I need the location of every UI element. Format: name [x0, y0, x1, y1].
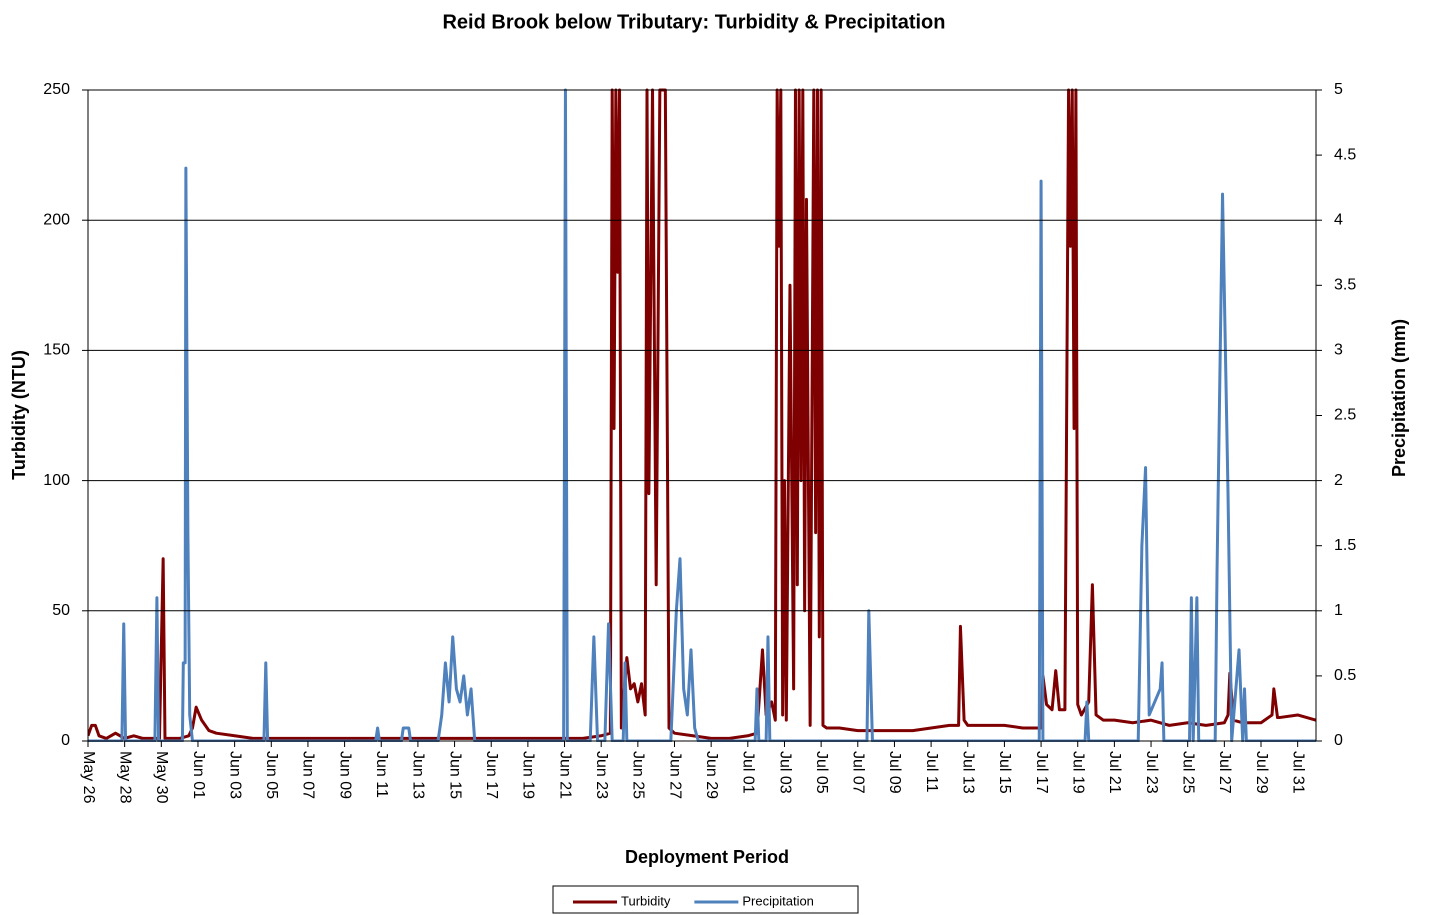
- y2-tick-label: 4.5: [1334, 146, 1356, 163]
- y2-tick-label: 4: [1334, 211, 1343, 228]
- series-line: [88, 88, 1316, 740]
- x-tick-label: May 30: [153, 751, 170, 804]
- y-axis-title: Turbidity (NTU): [9, 350, 29, 480]
- y-tick-label: 250: [43, 81, 70, 98]
- plot-area: [88, 88, 1316, 742]
- chart-title: Reid Brook below Tributary: Turbidity & …: [442, 11, 945, 33]
- x-tick-label: Jul 21: [1106, 751, 1123, 794]
- y2-tick-label: 2.5: [1334, 407, 1356, 424]
- y-tick-label: 150: [43, 342, 70, 359]
- x-axis-title: Deployment Period: [625, 847, 789, 867]
- x-tick-label: Jul 07: [850, 751, 867, 794]
- x-tick-label: May 28: [116, 751, 133, 804]
- x-tick-label: May 26: [80, 751, 97, 804]
- x-tick-label: Jul 01: [740, 751, 757, 794]
- x-tick-label: Jul 03: [776, 751, 793, 794]
- x-tick-label: Jun 21: [556, 751, 573, 799]
- x-tick-label: Jul 27: [1216, 751, 1233, 794]
- x-tick-label: Jun 05: [263, 751, 280, 799]
- y2-tick-label: 0: [1334, 732, 1343, 749]
- y2-axis-title: Precipitation (mm): [1389, 319, 1409, 477]
- x-tick-label: Jun 23: [593, 751, 610, 799]
- y-tick-label: 100: [43, 472, 70, 489]
- y-tick-label: 0: [61, 732, 70, 749]
- x-tick-label: Jun 03: [226, 751, 243, 799]
- legend-label: Turbidity: [621, 893, 671, 908]
- y2-tick-label: 1.5: [1334, 537, 1356, 554]
- x-tick-label: Jul 15: [996, 751, 1013, 794]
- y-tick-label: 200: [43, 211, 70, 228]
- x-tick-label: Jun 19: [520, 751, 537, 799]
- x-tick-label: Jul 05: [813, 751, 830, 794]
- x-tick-label: Jun 15: [446, 751, 463, 799]
- x-tick-label: Jul 13: [960, 751, 977, 794]
- series-line: [88, 88, 1316, 742]
- y2-tick-label: 2: [1334, 472, 1343, 489]
- y2-tick-label: 3.5: [1334, 277, 1356, 294]
- y2-tick-label: 3: [1334, 342, 1343, 359]
- x-tick-label: Jun 17: [483, 751, 500, 799]
- x-tick-label: Jun 29: [703, 751, 720, 799]
- x-tick-label: Jul 19: [1069, 751, 1086, 794]
- y2-tick-label: 0.5: [1334, 667, 1356, 684]
- x-tick-label: Jun 13: [410, 751, 427, 799]
- x-tick-label: Jun 09: [336, 751, 353, 799]
- y-tick-label: 50: [52, 602, 70, 619]
- x-tick-label: Jun 11: [373, 751, 390, 798]
- legend-label: Precipitation: [742, 893, 814, 908]
- y2-tick-label: 1: [1334, 602, 1343, 619]
- x-tick-label: Jul 31: [1289, 751, 1306, 794]
- x-tick-label: Jul 17: [1033, 751, 1050, 794]
- x-tick-label: Jun 27: [666, 751, 683, 799]
- y2-tick-label: 5: [1334, 81, 1343, 98]
- x-tick-label: Jul 29: [1253, 751, 1270, 794]
- x-tick-label: Jul 25: [1179, 751, 1196, 794]
- x-tick-label: Jul 23: [1143, 751, 1160, 794]
- x-tick-label: Jun 01: [190, 751, 207, 799]
- x-tick-label: Jul 11: [923, 751, 940, 793]
- x-tick-label: Jul 09: [886, 751, 903, 794]
- x-tick-label: Jun 25: [630, 751, 647, 799]
- legend-box: [552, 885, 859, 914]
- x-tick-label: Jun 07: [300, 751, 317, 799]
